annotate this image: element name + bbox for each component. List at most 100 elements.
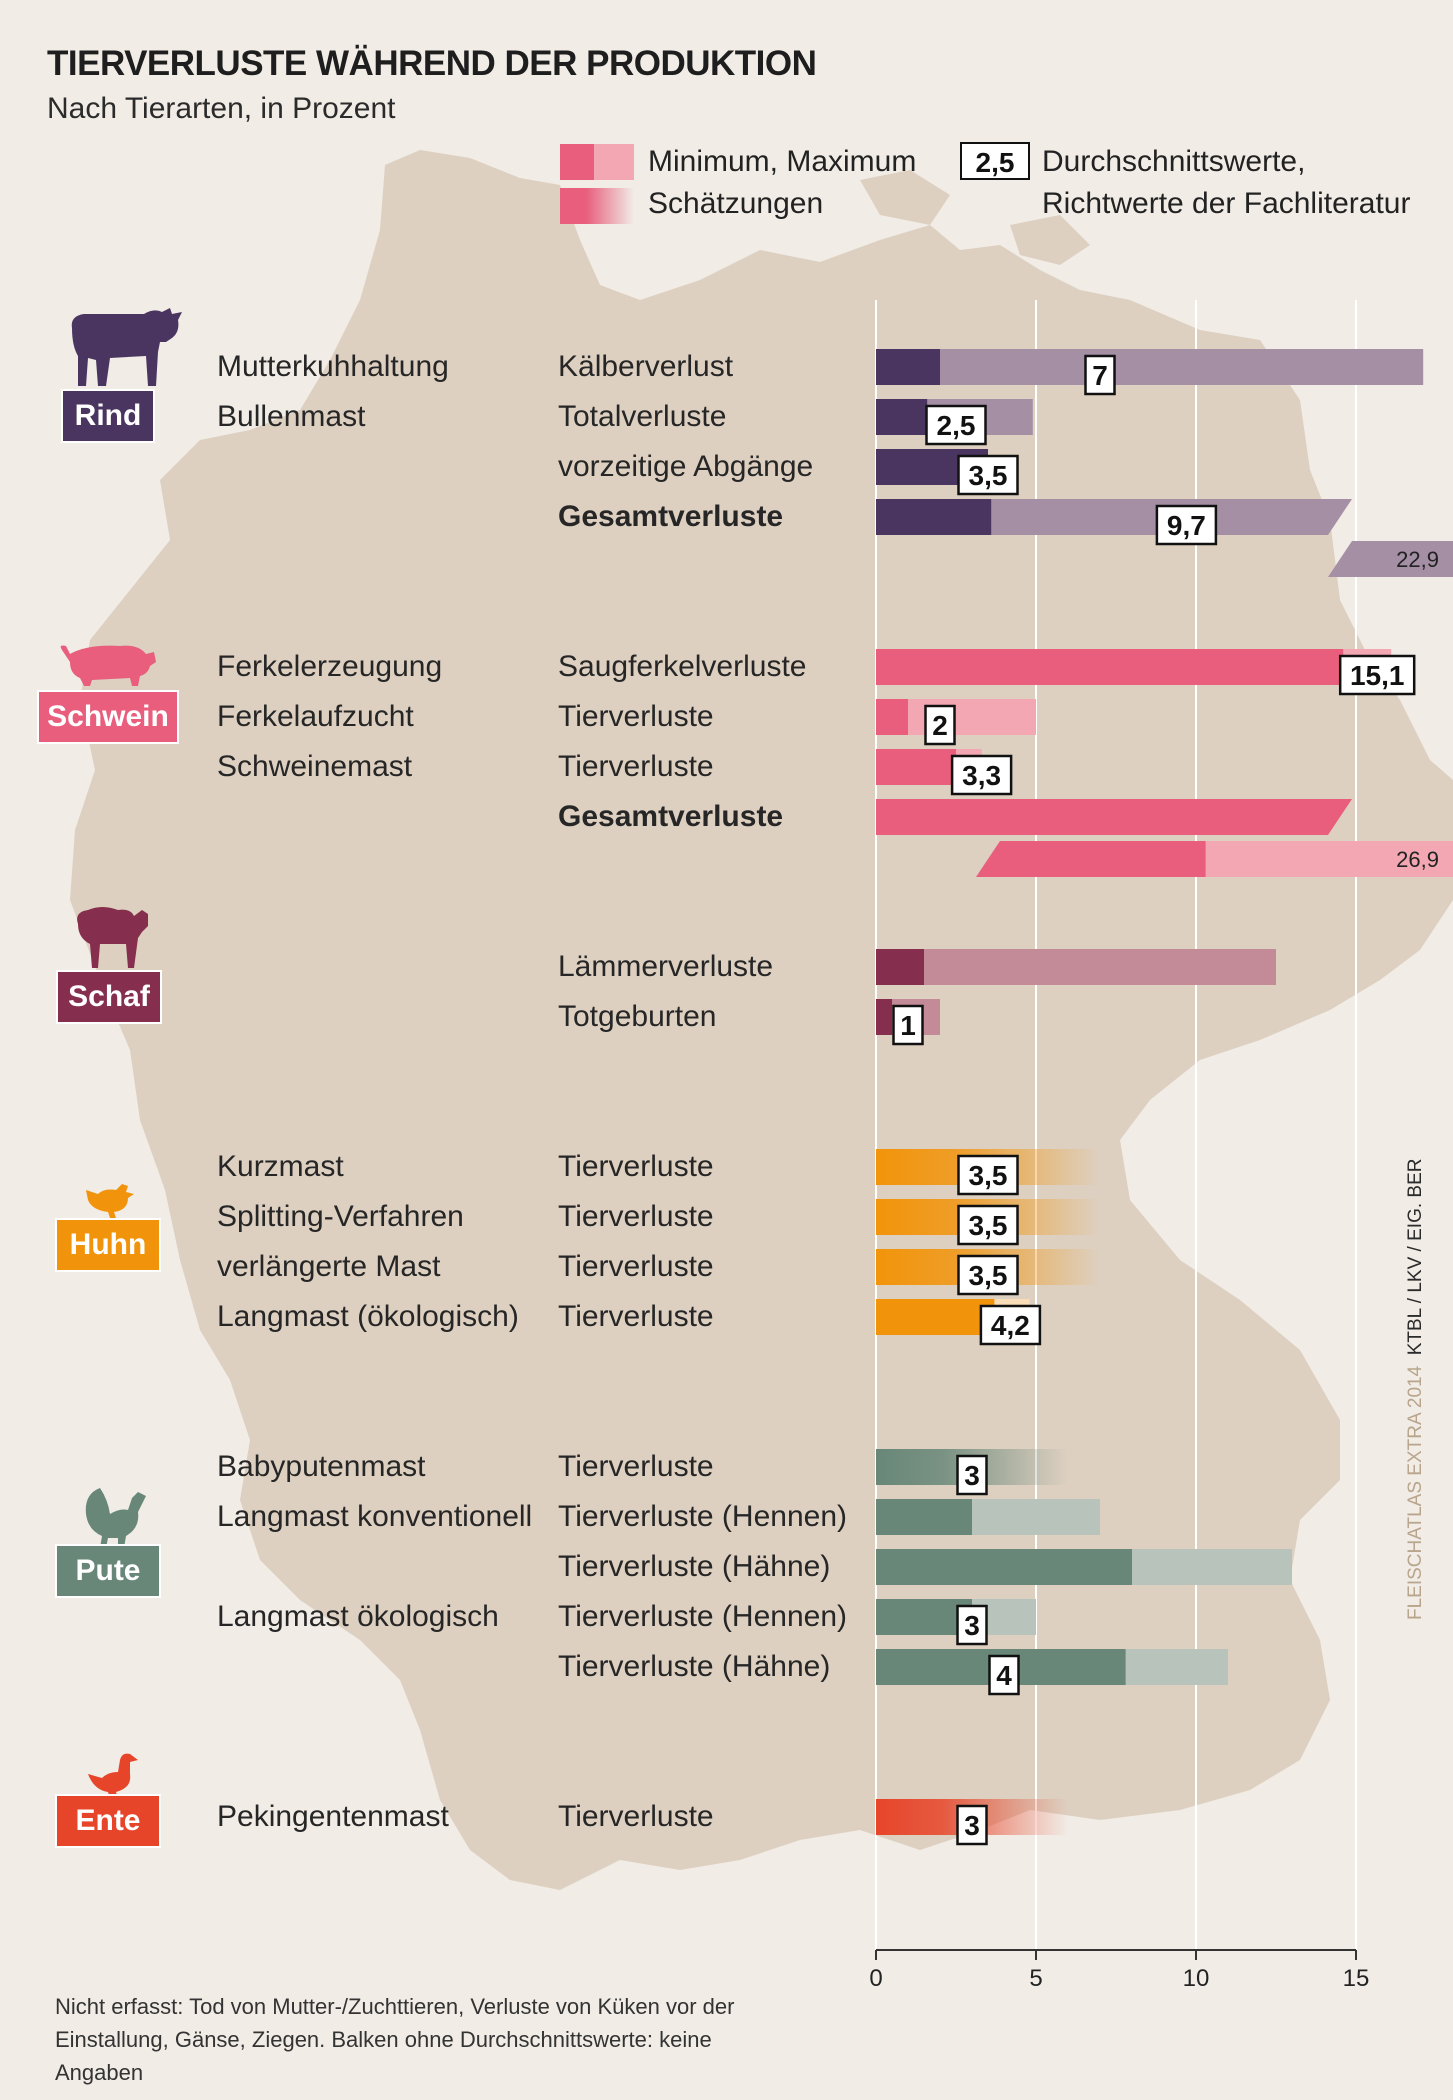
average-label: 9,7 (1167, 510, 1206, 541)
average-label: 3 (964, 1460, 980, 1491)
average-label: 7 (1092, 360, 1108, 391)
bar-max-label: 22,9 (1396, 547, 1439, 572)
x-tick-label: 5 (1029, 1965, 1042, 1992)
average-box (1084, 354, 1116, 396)
measure-label: Tierverluste (558, 750, 714, 783)
average-label: 3,5 (969, 1260, 1008, 1291)
bar-min (876, 1599, 972, 1635)
chart-subtitle: Nach Tierarten, in Prozent (47, 92, 396, 125)
duck-icon (88, 1753, 138, 1798)
average-box (1155, 504, 1218, 546)
category-label: Langmast ökologisch (217, 1600, 499, 1633)
measure-label: Kälberverlust (558, 350, 734, 383)
average-label: 3,5 (969, 1160, 1008, 1191)
average-box (892, 1004, 924, 1046)
legend-average-box: 2,5 (960, 142, 1030, 180)
average-label: 15,1 (1350, 660, 1405, 691)
measure-label: Tierverluste (Hennen) (558, 1500, 847, 1533)
average-label: 3,3 (962, 760, 1001, 791)
measure-label: Tierverluste (Hähne) (558, 1650, 831, 1683)
bar-min (876, 699, 908, 735)
bar-min (876, 349, 940, 385)
bar-min (876, 799, 1352, 835)
average-box (988, 1654, 1020, 1696)
average-label: 2,5 (937, 410, 976, 441)
bar-min-continued (976, 841, 1206, 877)
bar-min (876, 999, 892, 1035)
map-shape (70, 150, 1453, 1890)
source-credit: FLEISCHATLAS EXTRA 2014 KTBL / LKV / EIG… (1405, 1159, 1427, 1620)
bar-range-continued (1328, 541, 1453, 577)
bar-range (876, 349, 1424, 385)
bar-min (876, 749, 956, 785)
legend-max-swatch (594, 144, 634, 180)
average-box (956, 1454, 988, 1496)
x-tick-label: 0 (869, 1965, 882, 1992)
average-label: 4 (996, 1660, 1012, 1691)
average-label: 3 (964, 1610, 980, 1641)
measure-label: vorzeitige Abgänge (558, 450, 814, 483)
average-box (957, 1154, 1019, 1196)
bar-min (876, 499, 992, 535)
average-label: 1 (900, 1010, 916, 1041)
average-label: 3,5 (969, 1210, 1008, 1241)
bar-min (876, 1549, 1132, 1585)
bar-range (876, 949, 1276, 985)
legend-estimate-swatch (560, 188, 634, 224)
source-publication: FLEISCHATLAS EXTRA 2014 (1405, 1365, 1426, 1620)
sheep-icon (77, 907, 148, 968)
average-box (956, 1804, 988, 1846)
measure-label: Lämmerverluste (558, 950, 774, 983)
average-box (924, 704, 956, 746)
badge-schwein: Schwein (37, 690, 179, 744)
category-label: Splitting-Verfahren (217, 1200, 464, 1233)
category-label: Bullenmast (217, 400, 366, 433)
x-tick-label: 10 (1183, 1965, 1210, 1992)
badge-pute: Pute (55, 1544, 161, 1598)
average-box (1338, 654, 1416, 696)
average-box (957, 1254, 1019, 1296)
measure-label: Tierverluste (558, 1800, 714, 1833)
category-label: Ferkelerzeugung (217, 650, 443, 683)
category-label: Babyputenmast (217, 1450, 426, 1483)
category-label: Mutterkuhhaltung (217, 350, 449, 383)
measure-label: Tierverluste (558, 1300, 714, 1333)
measure-label: Tierverluste (558, 1250, 714, 1283)
bar-range (876, 499, 1352, 535)
measure-label: Totgeburten (558, 1000, 717, 1033)
category-label: Schweinemast (217, 750, 413, 783)
measure-label: Tierverluste (Hennen) (558, 1600, 847, 1633)
bar-min (876, 649, 1344, 685)
average-box (956, 1604, 988, 1646)
map-island (860, 170, 950, 225)
average-box (957, 1204, 1019, 1246)
bar-min (876, 949, 924, 985)
badge-ente: Ente (55, 1794, 161, 1848)
turkey-icon (85, 1488, 146, 1548)
cow-icon (71, 308, 182, 386)
badge-rind: Rind (61, 389, 155, 443)
average-label: 2 (932, 710, 948, 741)
legend-min-swatch (560, 144, 594, 180)
bar-min (876, 1499, 972, 1535)
bar-min (876, 399, 928, 435)
measure-label: Totalverluste (558, 400, 727, 433)
measure-label: Gesamtverluste (558, 500, 784, 533)
legend-swatches (560, 144, 634, 224)
chicken-icon (86, 1184, 134, 1218)
measure-label: Tierverluste (558, 1200, 714, 1233)
category-label: Pekingentenmast (217, 1800, 449, 1833)
badge-schaf: Schaf (56, 970, 162, 1024)
measure-label: Tierverluste (558, 700, 714, 733)
average-box (925, 404, 987, 446)
map-island (1010, 215, 1090, 265)
legend-average-label-2: Richtwerte der Fachliteratur (1042, 187, 1411, 220)
legend-average-label-1: Durchschnittswerte, (1042, 145, 1306, 178)
average-box (979, 1304, 1042, 1346)
category-label: Kurzmast (217, 1150, 344, 1183)
average-label: 3,5 (969, 460, 1008, 491)
measure-label: Tierverluste (558, 1150, 714, 1183)
measure-label: Saugferkelverluste (558, 650, 807, 683)
